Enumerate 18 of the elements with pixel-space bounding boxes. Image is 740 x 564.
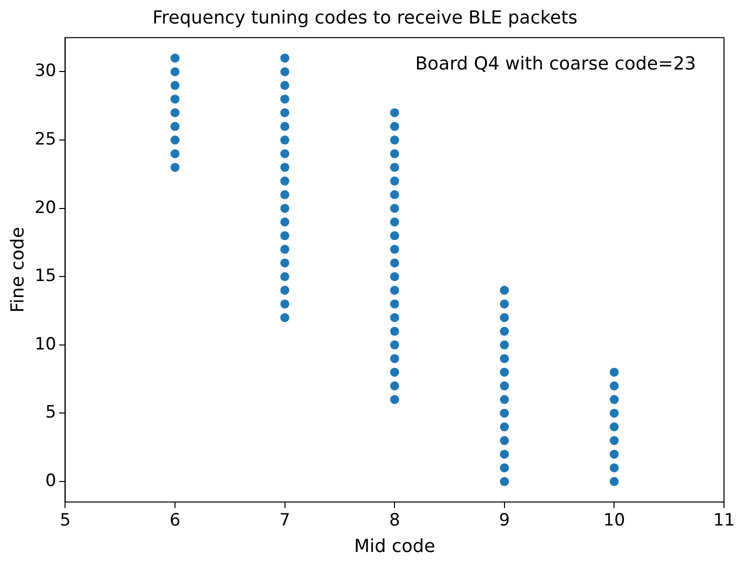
y-tick-label: 5 (45, 402, 56, 423)
y-tick-label: 20 (34, 198, 56, 218)
x-tick-label: 9 (498, 510, 510, 531)
x-tick-label: 8 (389, 510, 400, 531)
y-tick-label: 30 (34, 61, 56, 82)
x-axis-title: Mid code (354, 536, 436, 557)
annotation: Board Q4 with coarse code=23 (415, 53, 696, 74)
y-tick-label: 15 (34, 266, 56, 286)
y-tick-label: 0 (45, 470, 56, 491)
y-tick-label: 25 (34, 129, 56, 150)
x-tick-label: 11 (713, 510, 735, 531)
chart-title: Frequency tuning codes to receive BLE packets (152, 7, 578, 28)
x-tick-label: 6 (170, 510, 180, 531)
y-tick-label: 10 (34, 334, 56, 354)
y-axis-title: Fine code (7, 226, 28, 313)
x-tick-label: 10 (603, 510, 626, 531)
x-tick-label: 7 (279, 510, 290, 531)
x-tick-label: 5 (60, 510, 71, 531)
